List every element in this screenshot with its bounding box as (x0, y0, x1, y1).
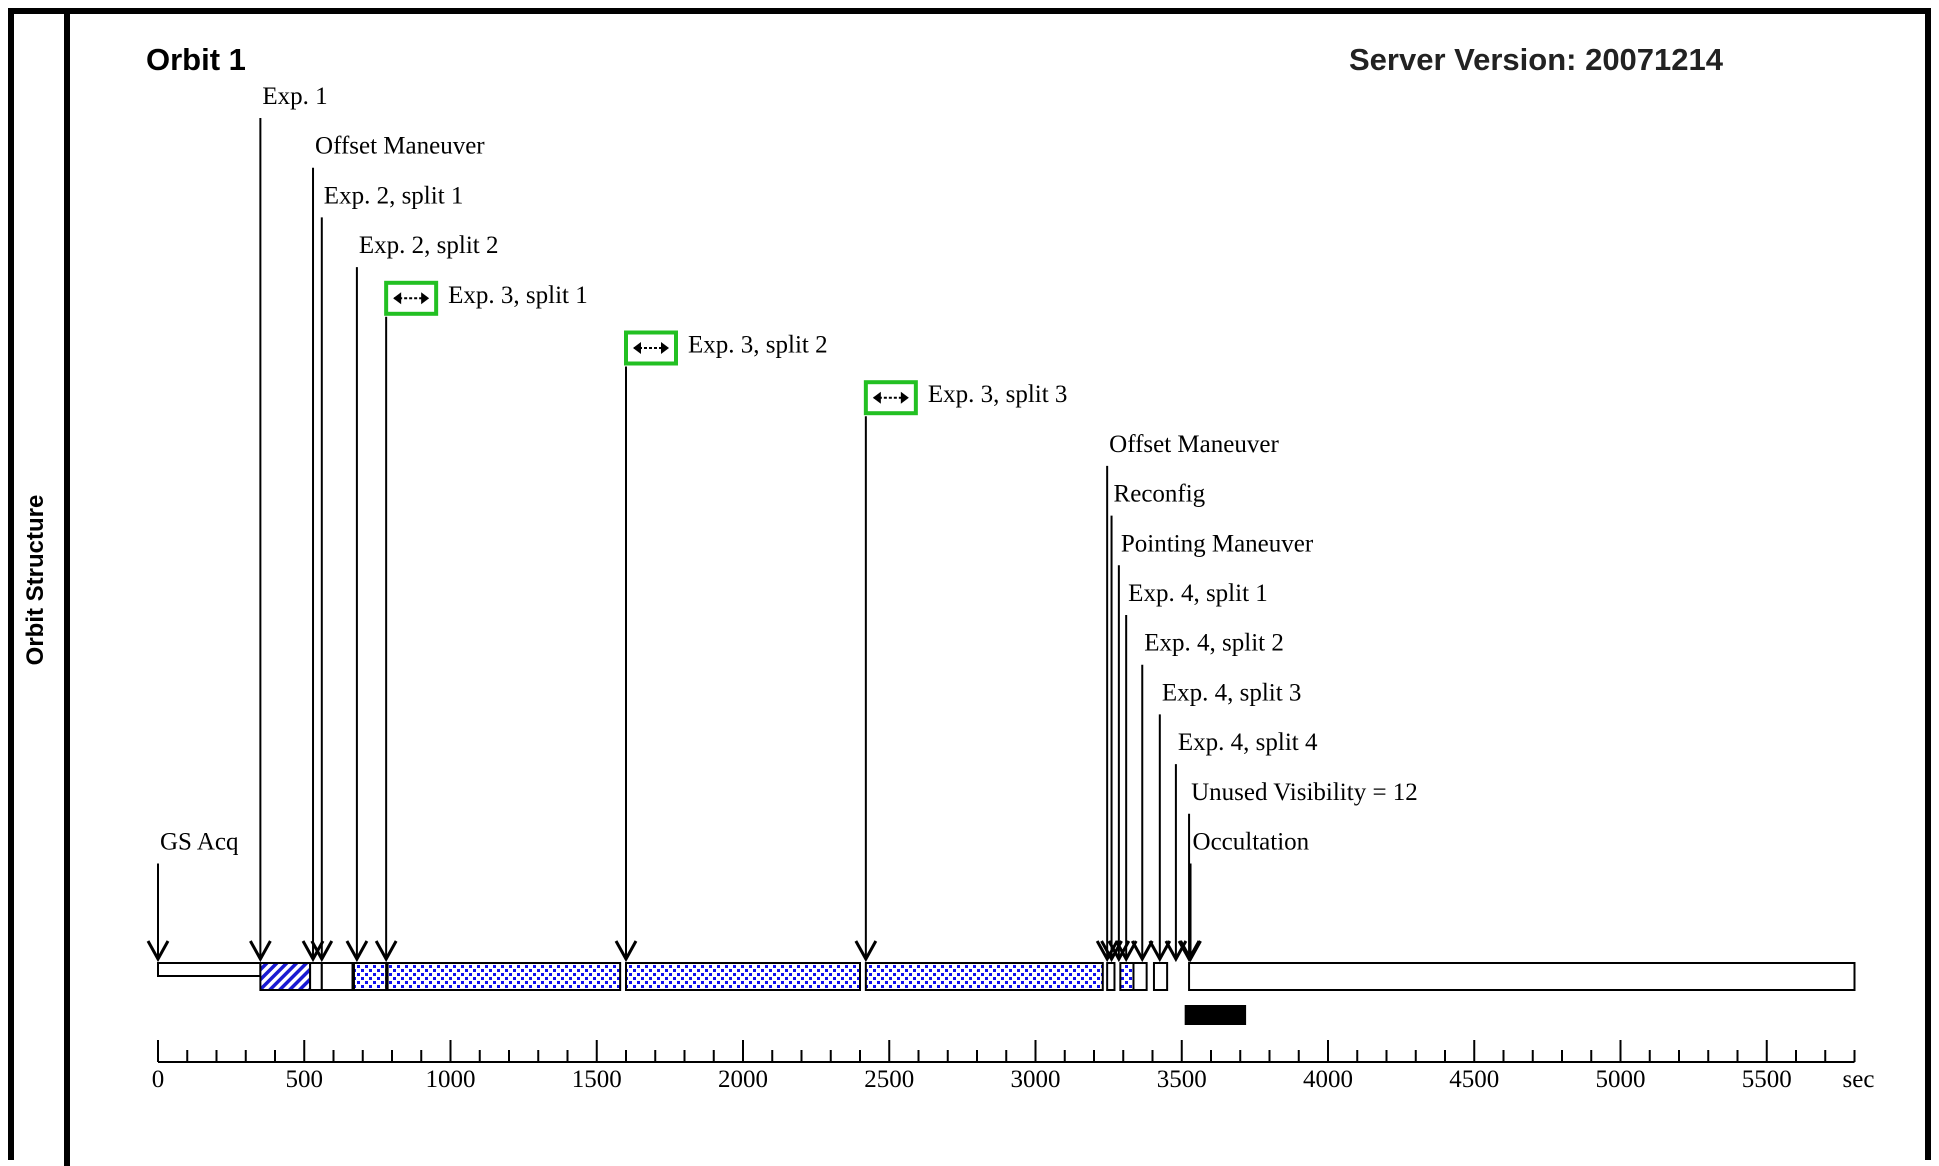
segment-dots (864, 962, 1104, 991)
event-label: Exp. 2, split 1 (324, 182, 464, 209)
segment-empty (1132, 962, 1148, 991)
event-label: Exp. 4, split 3 (1162, 679, 1302, 706)
tick-label: 1500 (572, 1066, 622, 1093)
tick-label: 2000 (718, 1066, 768, 1093)
tick-label: 0 (152, 1066, 165, 1093)
event-label: Exp. 4, split 2 (1144, 630, 1284, 657)
orbit-frame (8, 8, 1931, 1166)
event-marker: Offset Maneuver (1095, 431, 1279, 963)
arrow-down-icon (310, 940, 334, 963)
arrow-down-icon (301, 940, 325, 963)
tick-label: 3000 (1011, 1066, 1061, 1093)
event-marker: Exp. 4, split 2 (1130, 630, 1284, 963)
event-label: Pointing Maneuver (1121, 530, 1314, 557)
event-marker: Exp. 3, split 3 (854, 380, 1068, 963)
segment-empty (1188, 962, 1856, 991)
arrow-down-icon (1114, 940, 1138, 963)
event-label: Exp. 1 (262, 83, 327, 110)
segment-empty (1152, 962, 1169, 991)
arrow-down-icon (249, 940, 272, 963)
arrow-down-icon (1179, 940, 1202, 963)
split-icon[interactable] (384, 280, 439, 316)
event-label: GS Acq (160, 829, 239, 856)
segment-empty (1106, 962, 1116, 991)
tick-label: 4000 (1303, 1066, 1353, 1093)
arrow-down-icon (374, 940, 398, 963)
event-label: Exp. 2, split 2 (359, 232, 499, 259)
segment-empty (320, 962, 354, 991)
split-icon[interactable] (624, 330, 678, 366)
occultation-block (1184, 1005, 1247, 1025)
event-marker: Exp. 2, split 1 (310, 182, 464, 963)
event-label: Occultation (1193, 829, 1310, 856)
event-label: Exp. 4, split 4 (1178, 729, 1318, 756)
event-marker: Pointing Maneuver (1107, 530, 1314, 963)
event-label: Exp. 3, split 2 (688, 332, 828, 359)
event-marker: Exp. 3, split 2 (614, 330, 828, 963)
segment-dots (1119, 962, 1135, 991)
event-label: Offset Maneuver (315, 133, 485, 160)
tick-label: 1000 (426, 1066, 476, 1093)
tick-label: 3500 (1157, 1066, 1207, 1093)
event-marker: Occultation (1179, 829, 1310, 963)
event-marker: Reconfig (1100, 481, 1206, 963)
event-marker: Unused Visibility = 12 (1177, 779, 1418, 963)
server-version: Server Version: 20071214 (1349, 42, 1723, 77)
segment-dots (352, 962, 388, 991)
arrow-down-icon (1130, 940, 1154, 963)
tick-label: 500 (286, 1066, 324, 1093)
event-marker: GS Acq (146, 829, 239, 963)
event-label: Reconfig (1114, 481, 1206, 508)
orbit-title: Orbit 1 (146, 42, 246, 77)
arrow-down-icon (146, 940, 170, 963)
tick-label: 5000 (1596, 1066, 1646, 1093)
event-marker: Exp. 4, split 1 (1114, 580, 1268, 963)
sidebar-divider (64, 14, 70, 1166)
event-label: Unused Visibility = 12 (1191, 779, 1418, 806)
arrow-down-icon (1148, 940, 1172, 963)
event-marker: Exp. 3, split 1 (374, 280, 588, 963)
event-label: Offset Maneuver (1109, 431, 1279, 458)
tick-label: 5500 (1742, 1066, 1792, 1093)
arrow-down-icon (854, 940, 878, 963)
event-marker: Exp. 2, split 2 (345, 232, 499, 963)
segment-hatch (259, 962, 312, 991)
event-marker: Exp. 4, split 4 (1164, 729, 1318, 963)
event-marker: Offset Maneuver (301, 133, 485, 963)
arrow-down-icon (614, 940, 638, 963)
split-icon[interactable] (863, 380, 918, 416)
segment-dots (625, 962, 861, 991)
tick-label: 4500 (1449, 1066, 1499, 1093)
axis-unit: sec (1843, 1066, 1875, 1093)
event-marker: Exp. 1 (249, 83, 328, 963)
segment-thin (157, 962, 262, 977)
event-label: Exp. 4, split 1 (1128, 580, 1268, 607)
event-label: Exp. 3, split 3 (928, 381, 1068, 408)
event-marker: Exp. 4, split 3 (1148, 679, 1302, 963)
arrow-down-icon (345, 940, 369, 963)
segment-empty (309, 962, 323, 991)
event-label: Exp. 3, split 1 (448, 282, 588, 309)
tick-label: 2500 (864, 1066, 914, 1093)
segment-dots (386, 962, 622, 991)
